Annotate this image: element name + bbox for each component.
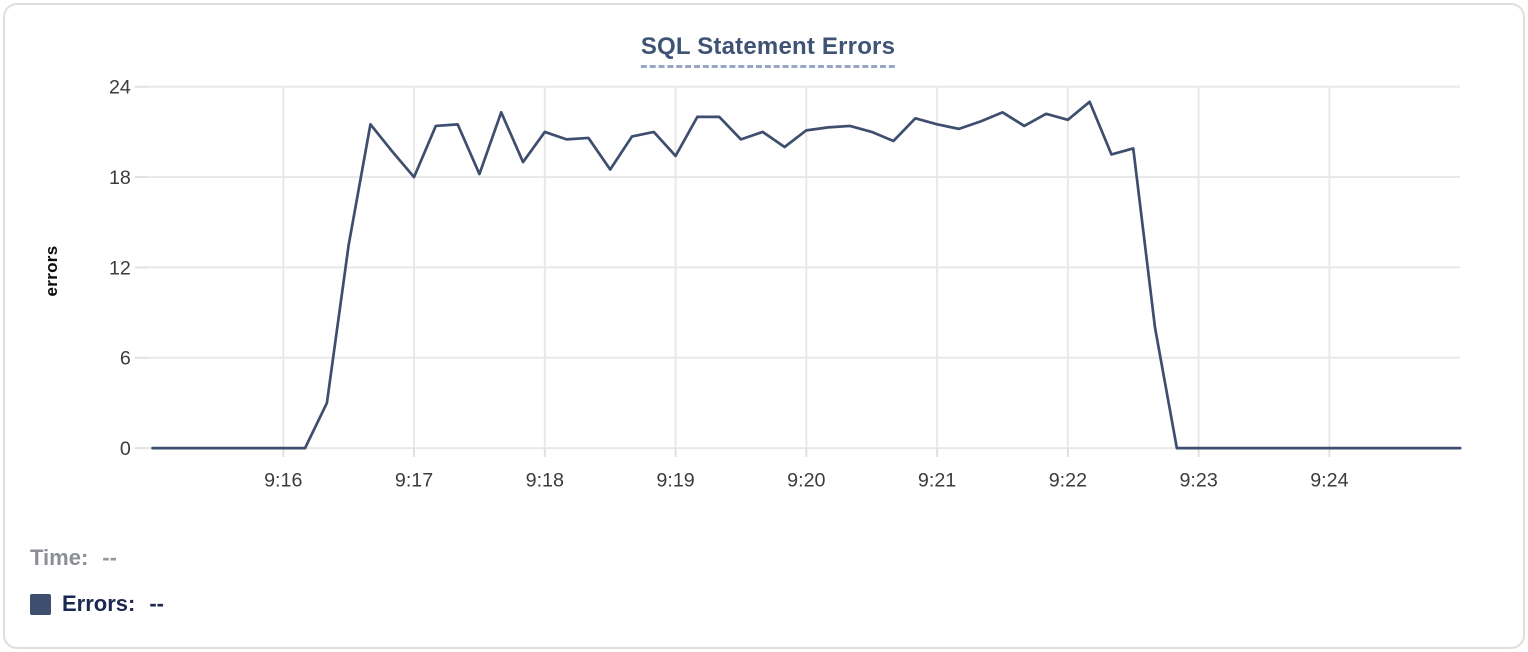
chart-title[interactable]: SQL Statement Errors [640,33,896,68]
chart-card: 0 6 12 18 24 9:16 9:17 9:18 9:19 9:20 9:21 9:22 9:23… [3,3,1525,649]
y-tick-label-24: 24 [109,77,131,99]
time-value: -- [102,545,117,570]
hover-time-row: Time: -- [30,545,164,571]
y-tick-label-12: 12 [109,257,131,279]
errors-value: -- [149,591,165,616]
x-tick-label-9:21: 9:21 [918,470,956,492]
y-tick-label-18: 18 [109,167,131,189]
y-axis-title: errors [42,245,61,297]
x-tick-label-9:17: 9:17 [395,470,433,492]
x-tick-label-9:18: 9:18 [526,470,564,492]
y-tick-label-0: 0 [120,438,131,460]
errors-label: Errors: [62,591,136,616]
x-tick-label-9:19: 9:19 [656,470,694,492]
x-tick-label-9:22: 9:22 [1049,470,1087,492]
y-tick-label-6: 6 [120,348,131,370]
x-tick-label-9:20: 9:20 [787,470,825,492]
x-tick-label-9:23: 9:23 [1179,470,1217,492]
errors-series-line[interactable] [151,100,1462,450]
errors-color-swatch [30,593,51,615]
x-tick-label-9:24: 9:24 [1310,470,1348,492]
hover-legend: Time: -- Errors: -- [30,545,164,617]
x-tick-label-9:16: 9:16 [264,470,302,492]
chart-canvas[interactable]: 0 6 12 18 24 9:16 9:17 9:18 9:19 9:20 9:21 9:22 9:23… [5,5,1523,647]
time-label: Time: [30,545,89,570]
legend-errors-row[interactable]: Errors: -- [30,591,164,617]
